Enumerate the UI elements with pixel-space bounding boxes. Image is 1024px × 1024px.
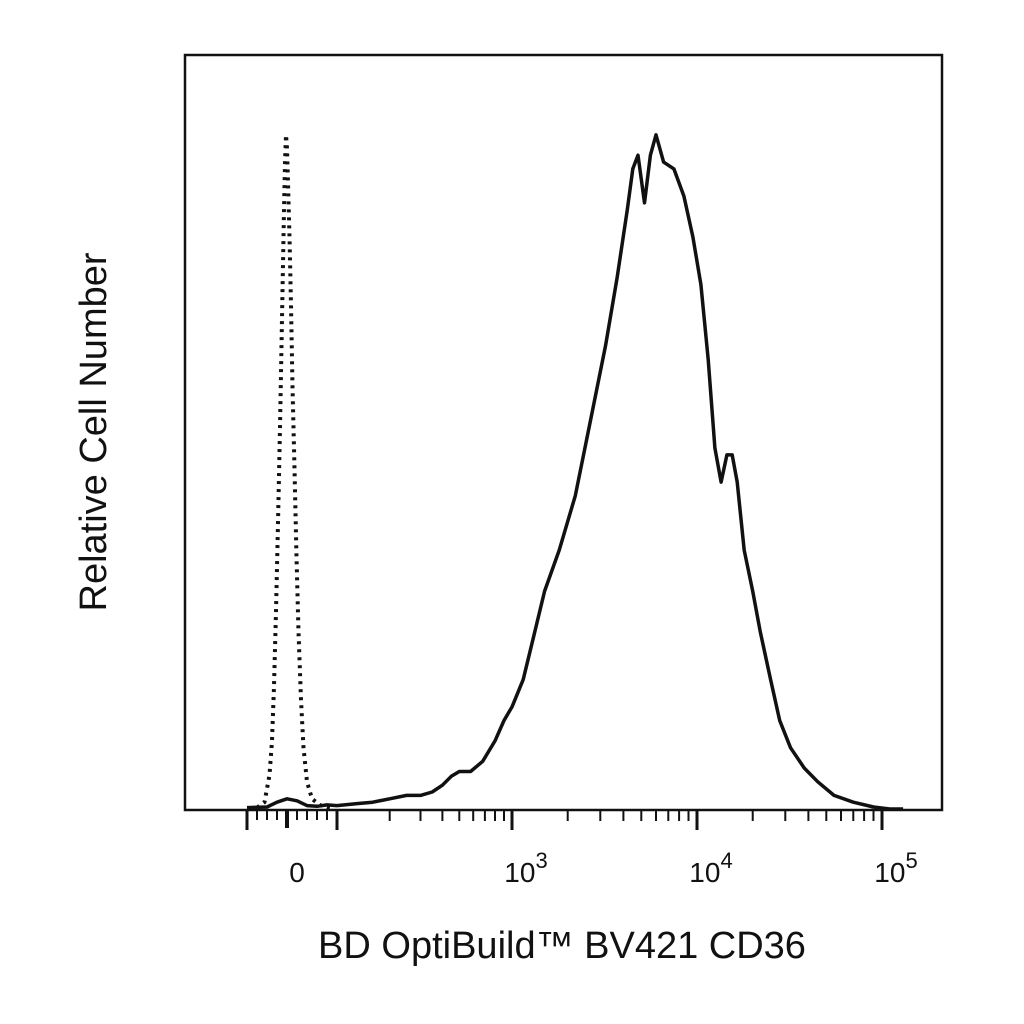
x-tick-labels: 0 103 104 105 [289, 848, 917, 888]
x-tick-label: 105 [874, 848, 917, 888]
x-axis-label: BD OptiBuild™ BV421 CD36 [318, 925, 806, 967]
y-axis-label: Relative Cell Number [73, 252, 115, 611]
x-tick-label: 103 [504, 848, 547, 888]
x-tick-label: 0 [289, 857, 305, 888]
x-tick-marks [245, 810, 884, 830]
series-line-stained-sample [246, 133, 904, 811]
series-layer [246, 132, 904, 811]
x-tick-label: 104 [689, 848, 732, 888]
series-line-unstained-control [255, 132, 335, 811]
plot-frame [183, 53, 944, 812]
